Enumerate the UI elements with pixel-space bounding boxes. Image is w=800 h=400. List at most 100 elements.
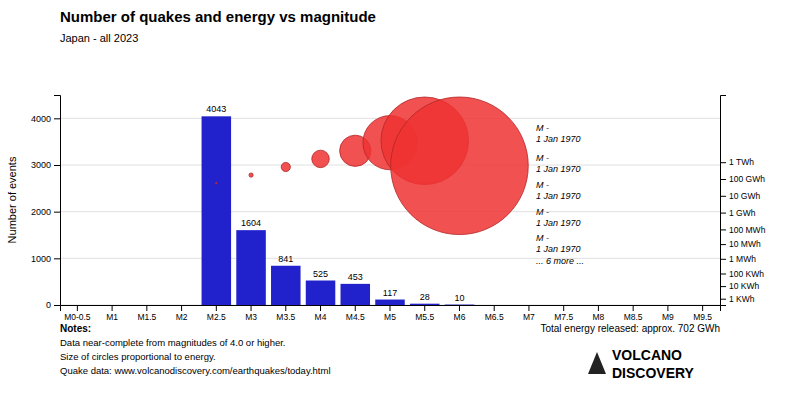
- x-tick-label: M4: [315, 312, 327, 322]
- x-tick-label: M7.5: [554, 312, 573, 322]
- y-tick: 1000: [31, 254, 60, 264]
- bar: [375, 300, 405, 305]
- energy-circle: [391, 97, 529, 235]
- annotation: M -1 Jan 1970: [536, 180, 581, 201]
- y2-tick: 100 KWh: [720, 269, 764, 279]
- x-tick-mark: [633, 305, 634, 311]
- y2-tick-label: 10 KWh: [729, 281, 760, 291]
- y2-tick-label: 100 MWh: [729, 225, 766, 235]
- y2-tick-label: 10 MWh: [729, 239, 761, 249]
- y-axis-domain: [54, 96, 61, 306]
- y2-tick: 1 GWh: [720, 208, 756, 218]
- x-tick-mark: [424, 305, 425, 311]
- x-tick-mark: [146, 305, 147, 311]
- x-tick: M0-0.5: [64, 305, 91, 322]
- x-tick-mark: [459, 305, 460, 311]
- annotations: M -1 Jan 1970M -1 Jan 1970M -1 Jan 1970M…: [536, 123, 584, 265]
- x-tick: M6.5: [485, 305, 504, 322]
- data-label: 117: [383, 288, 397, 298]
- y2-tick: 10 MWh: [720, 239, 761, 249]
- bar: [341, 284, 371, 305]
- y2-tick-mark: [720, 213, 726, 214]
- note: Size of circles proportional to energy.: [60, 351, 216, 362]
- y2-tick-mark: [720, 196, 726, 197]
- x-axis-domain: [61, 306, 721, 312]
- x-tick-label: M2.5: [207, 312, 226, 322]
- plot: 404316048415254531172810M0-0.5M1M1.5M2M2…: [31, 96, 766, 323]
- x-tick-label: M5.5: [415, 312, 434, 322]
- note: Data near-complete from magnitudes of 4.…: [60, 337, 285, 348]
- x-tick: M8.5: [624, 305, 643, 322]
- data-label: 841: [278, 254, 293, 264]
- y2-tick-mark: [720, 162, 726, 163]
- energy-circle: [215, 182, 217, 184]
- y2-axis: 1 KWh 10 KWh 100 KWh 1 MWh 10 MWh 100 MWh 1 GW…: [720, 96, 766, 306]
- y-tick: 2000: [31, 207, 60, 217]
- energy-circle: [249, 173, 253, 177]
- y-tick-label: 4000: [31, 114, 51, 124]
- marks: [202, 97, 529, 305]
- x-tick-mark: [181, 305, 182, 311]
- bar: [445, 304, 475, 305]
- x-tick-mark: [355, 305, 356, 311]
- data-label: 28: [420, 292, 430, 302]
- y2-axis-domain: [721, 96, 727, 306]
- x-tick: M7.5: [554, 305, 573, 322]
- x-tick: M3: [245, 305, 257, 322]
- annotation: M -1 Jan 1970: [536, 233, 581, 254]
- x-tick-label: M1: [106, 312, 118, 322]
- x-tick-mark: [251, 305, 252, 311]
- chart: Number of quakes and energy vs magnitude…: [0, 0, 800, 400]
- y2-tick: 10 KWh: [720, 281, 760, 291]
- x-tick-label: M5: [384, 312, 396, 322]
- bar: [236, 230, 266, 305]
- y2-tick: 1 TWh: [720, 157, 754, 167]
- y-tick-label: 1000: [31, 254, 51, 264]
- x-tick-mark: [390, 305, 391, 311]
- x-tick: M4.5: [346, 305, 365, 322]
- x-tick-mark: [285, 305, 286, 311]
- x-tick-mark: [667, 305, 668, 311]
- x-tick-label: M0-0.5: [64, 312, 91, 322]
- y2-tick: 1 KWh: [720, 294, 755, 304]
- x-tick: M2.5: [207, 305, 226, 322]
- y-tick: 4000: [31, 114, 60, 124]
- logo-text: DISCOVERY: [612, 365, 695, 381]
- y-tick-mark: [54, 305, 60, 306]
- bar: [306, 281, 336, 306]
- y-axis: 0 1000 2000 3000 4000: [31, 96, 61, 311]
- y2-tick-mark: [720, 229, 726, 230]
- data-label: 453: [348, 272, 363, 282]
- x-tick-label: M2: [176, 312, 188, 322]
- y-tick-label: 0: [46, 300, 51, 310]
- grid-line: [60, 211, 720, 212]
- y-tick-mark: [54, 258, 60, 259]
- x-tick-mark: [216, 305, 217, 311]
- x-tick-label: M8.5: [624, 312, 643, 322]
- y2-tick: 1 MWh: [720, 254, 756, 264]
- x-tick-mark: [77, 305, 78, 311]
- logo-triangle: [588, 352, 606, 374]
- x-tick: M9.5: [693, 305, 712, 322]
- data-label: 525: [313, 269, 328, 279]
- y2-tick-mark: [720, 274, 726, 275]
- x-tick-mark: [702, 305, 703, 311]
- y-tick-label: 2000: [31, 207, 51, 217]
- x-tick: M4: [315, 305, 327, 322]
- x-tick: M1: [106, 305, 118, 322]
- data-label: 10: [454, 293, 464, 303]
- x-tick-label: M9: [662, 312, 674, 322]
- data-labels: 404316048415254531172810: [206, 104, 464, 302]
- bar: [479, 305, 509, 306]
- bar: [410, 304, 440, 305]
- y2-tick-label: 100 KWh: [729, 269, 764, 279]
- note: Notes:: [60, 323, 91, 334]
- x-tick-label: M4.5: [346, 312, 365, 322]
- y-tick: 3000: [31, 160, 60, 170]
- y2-tick-mark: [720, 179, 726, 180]
- y-tick-mark: [54, 165, 60, 166]
- y2-tick-label: 100 GWh: [729, 174, 765, 184]
- logo-text: VOLCANO: [612, 347, 682, 363]
- x-tick-label: M3: [245, 312, 257, 322]
- y2-tick-mark: [720, 244, 726, 245]
